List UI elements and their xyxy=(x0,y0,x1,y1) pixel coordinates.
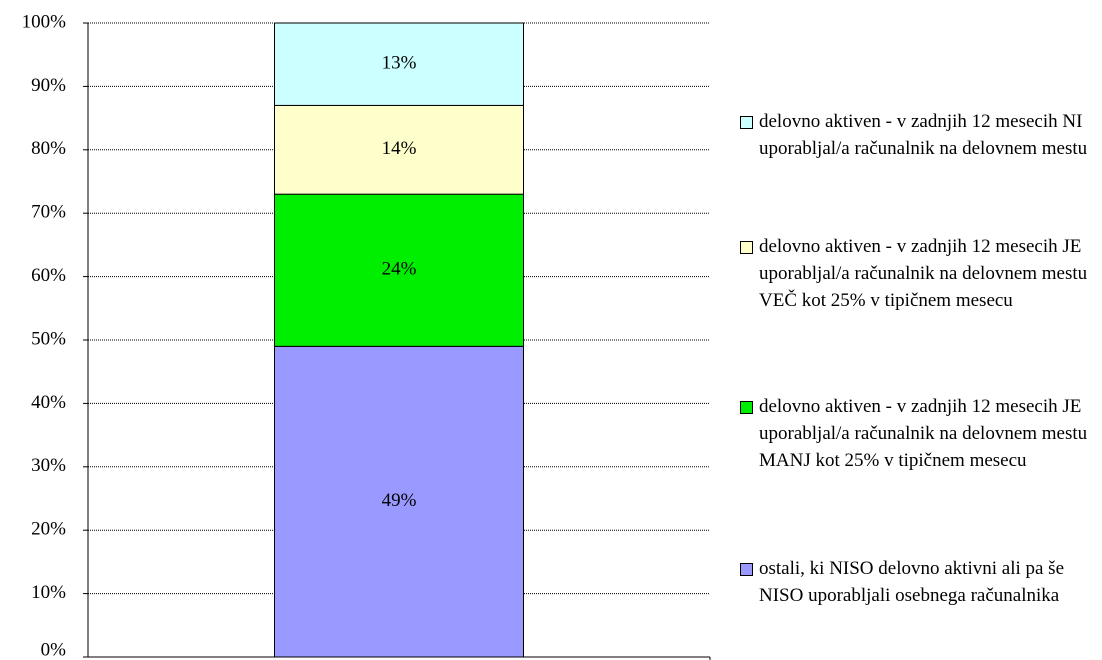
y-tick-label: 80% xyxy=(31,138,66,159)
bar-segment xyxy=(274,345,524,658)
legend-label: ostali, ki NISO delovno aktivni ali pa š… xyxy=(759,558,1065,606)
legend-label: delovno aktiven - v zadnjih 12 mesecih J… xyxy=(759,396,1088,471)
legend-item: delovno aktiven - v zadnjih 12 mesecih J… xyxy=(738,233,1098,314)
y-tick-label: 60% xyxy=(31,265,66,286)
y-tick-label: 0% xyxy=(41,639,67,660)
legend-item: delovno aktiven - v zadnjih 12 mesecih N… xyxy=(738,108,1098,162)
y-tick-label: 70% xyxy=(31,202,66,223)
data-label: 24% xyxy=(382,259,417,280)
legend-label: delovno aktiven - v zadnjih 12 mesecih N… xyxy=(759,111,1088,159)
legend-item: delovno aktiven - v zadnjih 12 mesecih J… xyxy=(738,393,1098,474)
legend-swatch xyxy=(740,401,753,414)
y-tick-label: 100% xyxy=(22,11,67,32)
y-tick-label: 10% xyxy=(31,582,66,603)
y-tick-label: 50% xyxy=(31,328,66,349)
legend-swatch xyxy=(740,116,753,129)
bar-segment xyxy=(274,22,524,106)
bar-segment xyxy=(274,104,524,195)
data-label: 13% xyxy=(382,53,417,74)
y-tick-label: 90% xyxy=(31,75,66,96)
data-label: 49% xyxy=(382,490,417,511)
y-tick-label: 20% xyxy=(31,519,66,540)
legend-label: delovno aktiven - v zadnjih 12 mesecih J… xyxy=(759,236,1088,311)
legend-item: ostali, ki NISO delovno aktivni ali pa š… xyxy=(738,555,1098,609)
bar-segment xyxy=(274,193,524,347)
legend-swatch xyxy=(740,563,753,576)
data-label: 14% xyxy=(382,138,417,159)
legend-swatch xyxy=(740,241,753,254)
y-tick-label: 30% xyxy=(31,455,66,476)
y-tick-label: 40% xyxy=(31,392,66,413)
